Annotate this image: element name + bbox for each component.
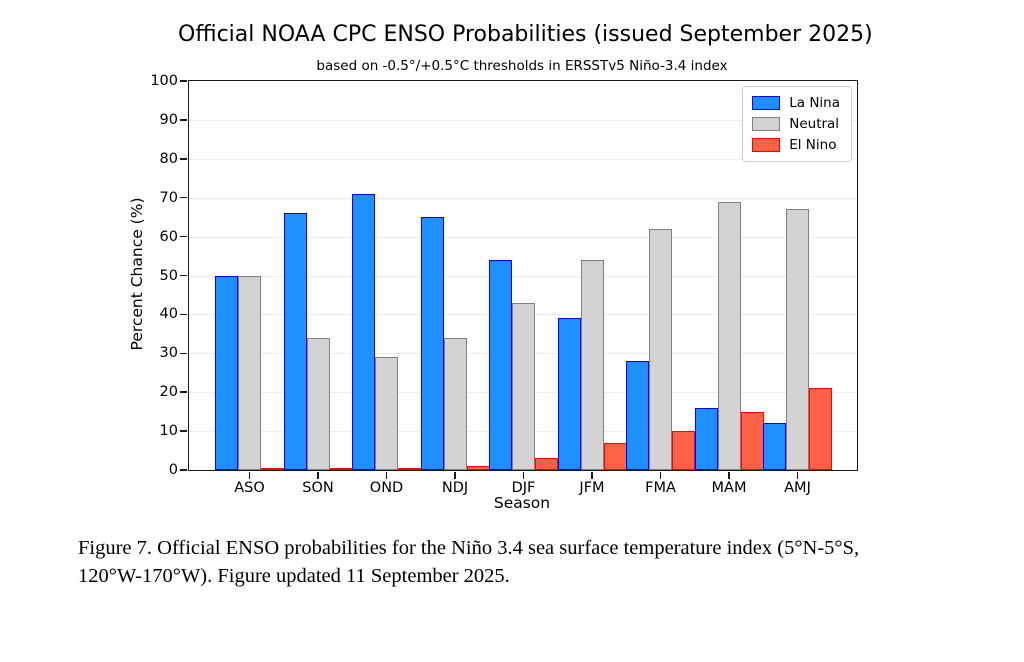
y-tick-label-40: 40 [159,306,178,323]
bar-neutral-ndj [443,337,467,470]
x-tick-djf [522,472,525,479]
bar-el-nino-djf [535,458,558,470]
bar-neutral-son [306,337,330,470]
caption-line-2: 120°W-170°W). Figure updated 11 Septembe… [78,565,510,587]
y-tick-0 [180,469,187,471]
y-tick-label-70: 70 [159,189,178,206]
bar-neutral-aso [238,275,261,470]
y-tick-label-50: 50 [159,267,178,284]
neutral-swatch [752,117,781,131]
gridline-70 [189,197,857,199]
x-tick-son [317,472,319,479]
bar-la-nina-ond [352,193,375,470]
bar-la-nina-mam [694,407,718,470]
el-nino-swatch [752,138,781,152]
gridline-60 [189,236,857,238]
x-axis-label: Season [493,494,551,512]
bar-el-nino-jfm [603,442,627,470]
legend-label-la-nina: La Nina [789,95,840,111]
bar-la-nina-amj [763,423,786,470]
figure-caption: Figure 7. Official ENSO probabilities fo… [78,534,938,590]
la-nina-swatch [752,96,781,110]
bar-la-nina-ndj [420,217,444,470]
bar-neutral-ond [375,357,398,470]
bar-la-nina-djf [489,259,512,470]
legend-item-el-nino: El Nino [752,137,840,153]
legend: La Nina Neutral El Nino [742,86,852,162]
bar-la-nina-jfm [557,318,581,470]
y-tick-80 [180,158,187,160]
x-tick-label-djf: DJF [511,480,536,496]
bar-neutral-fma [649,228,672,470]
bar-neutral-amj [786,209,809,470]
y-tick-90 [180,119,187,121]
y-tick-100 [180,80,187,82]
x-tick-aso [248,472,251,479]
gridline-80 [189,158,857,160]
x-tick-label-ond: OND [369,480,404,496]
caption-line-1: Figure 7. Official ENSO probabilities fo… [78,537,860,559]
bar-la-nina-aso [215,275,238,470]
x-tick-label-fma: FMA [645,480,676,496]
bar-el-nino-aso [261,468,284,470]
y-tick-label-90: 90 [159,111,178,128]
bar-neutral-djf [512,302,535,470]
legend-label-el-nino: El Nino [789,137,837,153]
x-tick-ond [385,472,388,479]
x-tick-label-amj: AMJ [784,480,811,496]
x-tick-amj [796,472,799,479]
x-tick-mam [728,472,730,479]
x-tick-label-aso: ASO [234,480,265,496]
y-tick-label-100: 100 [150,73,178,89]
x-tick-jfm [591,472,593,479]
legend-item-neutral: Neutral [752,116,840,132]
bar-el-nino-ndj [466,466,490,470]
x-tick-label-ndj: NDJ [441,480,469,496]
legend-label-neutral: Neutral [789,116,840,132]
x-tick-label-jfm: JFM [579,480,605,496]
bar-el-nino-mam [740,411,764,470]
bar-el-nino-fma [672,431,695,470]
legend-item-la-nina: La Nina [752,95,840,111]
y-tick-60 [180,235,187,238]
bar-el-nino-son [329,468,353,470]
y-tick-label-20: 20 [159,384,178,401]
y-tick-50 [180,274,187,277]
bar-neutral-mam [717,201,741,470]
y-tick-label-80: 80 [159,150,178,167]
y-tick-label-10: 10 [159,423,178,440]
y-tick-40 [180,313,187,316]
x-tick-label-son: SON [302,480,334,496]
chart-title: Official NOAA CPC ENSO Probabilities (is… [178,22,873,47]
y-tick-label-0: 0 [168,462,178,478]
gridline-90 [189,119,857,121]
x-tick-fma [659,472,662,479]
bar-la-nina-fma [626,361,649,470]
gridline-50 [189,275,857,277]
x-tick-label-mam: MAM [711,480,747,496]
y-tick-20 [180,391,187,393]
x-tick-ndj [454,472,456,479]
bar-el-nino-ond [398,468,421,470]
plot-area: La Nina Neutral El Nino 0 10 20 30 40 50 60 70 8… [150,73,858,496]
chart-subtitle: based on -0.5°/+0.5°C thresholds in ERSS… [316,58,728,74]
y-tick-30 [180,352,187,355]
y-tick-70 [180,196,187,199]
y-tick-10 [180,430,187,432]
y-tick-label-60: 60 [159,228,178,245]
bar-la-nina-son [283,213,307,470]
bar-el-nino-amj [809,388,832,470]
bar-neutral-jfm [580,259,604,470]
y-tick-label-30: 30 [159,345,178,362]
